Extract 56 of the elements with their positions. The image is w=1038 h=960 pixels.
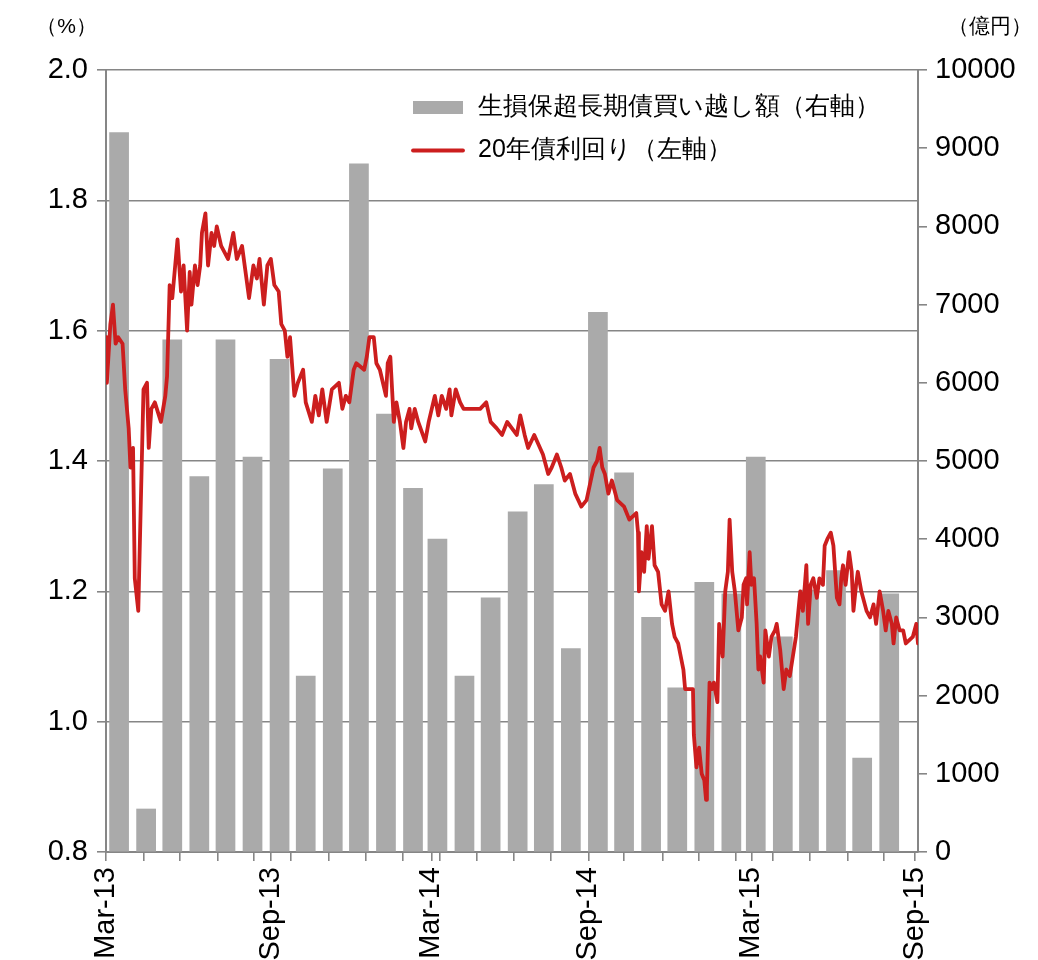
bar	[215, 339, 236, 852]
bar	[376, 413, 396, 852]
bar	[667, 687, 688, 852]
bar	[852, 757, 873, 852]
y-tick-label: 1.4	[47, 443, 88, 475]
bar	[772, 636, 793, 852]
y-tick-label: 1.2	[47, 573, 88, 606]
y2-tick-label: 7000	[935, 286, 1000, 319]
x-tick-label: Sep-15	[896, 867, 929, 960]
y2-tick-label: 3000	[935, 599, 1000, 632]
bar	[826, 570, 846, 852]
bar	[189, 476, 210, 852]
bar	[349, 163, 369, 852]
y2-tick-label: 4000	[935, 521, 1000, 554]
bar	[295, 675, 316, 852]
y2-axis-title: （億円）	[948, 13, 1032, 37]
bar	[533, 484, 554, 852]
y-tick-label: 1.6	[47, 312, 88, 345]
y2-tick-label: 5000	[935, 443, 1000, 475]
y2-tick-label: 9000	[935, 130, 1000, 163]
bar	[242, 456, 263, 852]
y2-tick-label: 8000	[935, 208, 1000, 241]
bar	[641, 617, 661, 852]
bar	[269, 359, 290, 852]
bar	[109, 132, 129, 852]
bar	[427, 538, 448, 852]
y-tick-label: 1.0	[47, 703, 88, 736]
bar	[480, 597, 501, 852]
x-tick-label: Mar-13	[88, 867, 120, 959]
legend-label: 20年債利回り（左軸）	[478, 134, 732, 163]
bar	[162, 339, 183, 852]
bar	[403, 488, 423, 852]
legend-label: 生損保超長期債買い越し額（右軸）	[478, 91, 880, 120]
bar	[454, 675, 475, 852]
y-tick-label: 2.0	[47, 52, 88, 84]
bar	[136, 808, 156, 852]
x-tick-label: Sep-13	[252, 867, 285, 960]
x-tick-label: Mar-15	[733, 867, 766, 959]
bar	[322, 468, 343, 852]
bar	[507, 511, 528, 852]
y2-tick-label: 6000	[935, 364, 1000, 397]
x-tick-label: Sep-14	[570, 867, 603, 960]
y-axis-title: （%）	[36, 13, 97, 37]
bar	[721, 593, 742, 852]
bar	[561, 648, 581, 852]
bar	[879, 593, 900, 852]
y2-tick-label: 0	[935, 834, 952, 866]
y2-tick-label: 1000	[935, 755, 1000, 788]
y-tick-label: 1.8	[47, 182, 88, 215]
y-tick-label: 0.8	[47, 834, 88, 866]
bar	[588, 312, 608, 852]
y2-tick-label: 2000	[935, 677, 1000, 710]
x-tick-label: Mar-14	[413, 867, 446, 959]
y2-tick-label: 10000	[935, 52, 1016, 84]
bar	[614, 472, 634, 852]
bar	[799, 589, 819, 852]
